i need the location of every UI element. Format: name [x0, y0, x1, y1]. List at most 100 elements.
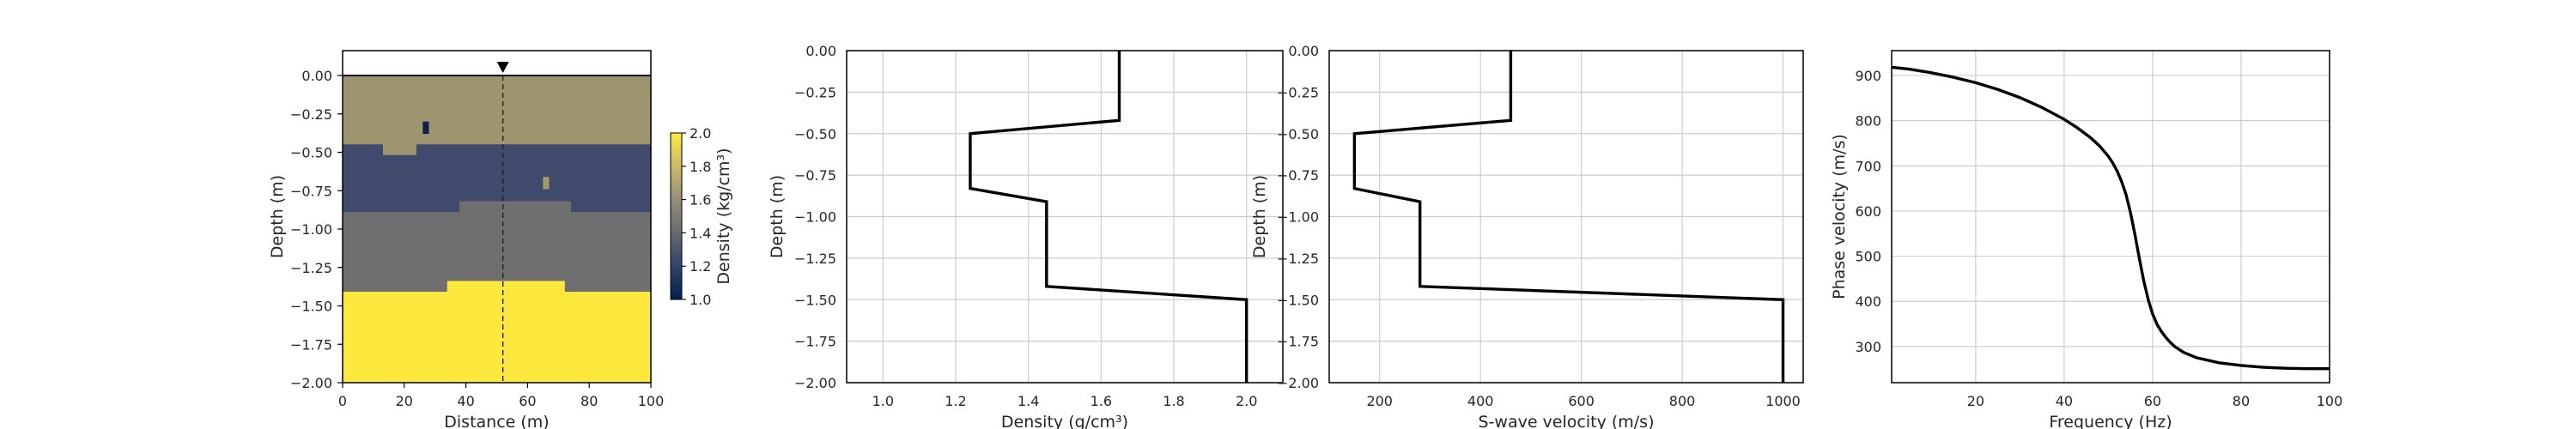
colorbar-gradient	[670, 132, 683, 300]
y-tick-label: −0.50	[1277, 126, 1319, 142]
colorbar-tick-label: 2.0	[690, 125, 711, 142]
y-tick-label: −2.00	[1277, 375, 1319, 391]
y-tick-label: −0.75	[1277, 167, 1319, 184]
colorbar-tick-label: 1.0	[690, 292, 711, 308]
density-profile-y-axis-label: Depth (m)	[768, 175, 787, 258]
colorbar-ticks: 1.0 1.2 1.4 1.6 1.8 2.0	[682, 125, 711, 308]
dispersion-panel: 20 40 60 80 100 300 400 500 600 700 800 900 Freque…	[1830, 50, 2343, 429]
y-tick-label: −1.00	[794, 209, 836, 226]
model-y-axis-label: Depth (m)	[268, 175, 287, 258]
x-tick-label: 200	[1366, 393, 1393, 409]
x-tick-label: 1000	[1765, 393, 1801, 409]
y-tick-label: −1.75	[290, 336, 332, 353]
dispersion-x-axis-label: Frequency (Hz)	[2049, 413, 2172, 429]
y-tick-label: −0.50	[794, 126, 836, 142]
x-tick-label: 1.8	[1163, 393, 1184, 409]
y-tick-label: −2.00	[290, 375, 332, 391]
model-layer-4	[342, 281, 652, 384]
y-tick-label: −1.00	[1277, 209, 1319, 226]
swave-profile-x-axis-label: S-wave velocity (m/s)	[1478, 413, 1654, 429]
y-tick-label: 500	[1855, 249, 1881, 265]
y-tick-label: −2.00	[794, 375, 836, 391]
y-tick-label: −1.50	[794, 292, 836, 308]
swave-profile-y-ticks: 0.00 −0.25 −0.50 −0.75 −1.00 −1.25 −1.50 −1.75 −…	[1277, 43, 1319, 391]
colorbar-tick-label: 1.8	[690, 159, 711, 175]
x-tick-label: 80	[2233, 393, 2250, 409]
x-tick-label: 20	[1967, 393, 1984, 409]
x-tick-label: 1.2	[945, 393, 966, 409]
model-layer-1	[342, 75, 652, 156]
model-inclusions	[422, 121, 550, 190]
density-profile-line	[969, 51, 1249, 383]
x-tick-label: 20	[396, 393, 413, 409]
swave-profile-y-axis-label: Depth (m)	[1250, 175, 1269, 258]
swave-profile-line	[1352, 51, 1785, 383]
x-tick-label: 800	[1669, 393, 1696, 409]
y-tick-label: −0.75	[794, 167, 836, 184]
y-tick-label: 400	[1855, 293, 1881, 310]
x-tick-label: 1.6	[1091, 393, 1112, 409]
model-inclusion	[543, 177, 550, 190]
y-tick-label: −1.00	[290, 221, 332, 238]
colorbar-tick-label: 1.6	[690, 192, 711, 208]
x-tick-label: 1.0	[872, 393, 894, 409]
x-tick-label: 40	[457, 393, 474, 409]
y-tick-label: −0.75	[290, 183, 332, 199]
colorbar: 1.0 1.2 1.4 1.6 1.8 2.0 Density (kg/cm³)	[670, 125, 733, 308]
y-tick-label: −1.75	[1277, 334, 1319, 350]
y-tick-label: 900	[1855, 68, 1881, 84]
y-tick-label: −1.25	[1277, 251, 1319, 267]
y-tick-label: −1.50	[290, 299, 332, 315]
model-layer-3	[342, 201, 652, 293]
y-tick-label: −0.25	[290, 106, 332, 123]
y-tick-label: 300	[1855, 339, 1881, 355]
x-tick-label: 100	[638, 393, 665, 409]
model-x-axis-label: Distance (m)	[444, 413, 549, 429]
model-inclusion	[422, 121, 429, 135]
density-model-panel: 0 20 40 60 80 100 0.00 −0.25 −0.50 −0.75 −1.00 −1.…	[268, 50, 664, 429]
colorbar-tick-label: 1.4	[690, 225, 711, 241]
x-tick-label: 60	[519, 393, 536, 409]
dispersion-y-axis-label: Phase velocity (m/s)	[1830, 134, 1849, 299]
model-x-ticks: 0 20 40 60 80 100	[338, 383, 664, 409]
density-profile-x-axis-label: Density (g/cm³)	[1001, 413, 1128, 429]
density-profile-x-ticks: 1.0 1.2 1.4 1.6 1.8 2.0	[872, 393, 1258, 409]
y-tick-label: −1.25	[794, 251, 836, 267]
dispersion-y-ticks: 300 400 500 600 700 800 900	[1855, 68, 1881, 355]
x-tick-label: 100	[2317, 393, 2343, 409]
x-tick-label: 80	[580, 393, 598, 409]
y-tick-label: −1.50	[1277, 292, 1319, 308]
model-axes-frame	[342, 50, 652, 384]
y-tick-label: −1.75	[794, 334, 836, 350]
y-tick-label: −0.25	[794, 84, 836, 100]
dispersion-grid	[1892, 51, 2330, 383]
x-tick-label: 60	[2144, 393, 2161, 409]
y-tick-label: −0.50	[290, 145, 332, 161]
dispersion-curve-line	[1891, 65, 2330, 371]
y-tick-label: 0.00	[1288, 43, 1319, 59]
y-tick-label: −1.25	[290, 260, 332, 276]
model-y-ticks: 0.00 −0.25 −0.50 −0.75 −1.00 −1.25 −1.50 −1.75 −…	[290, 68, 343, 391]
density-profile-panel: 1.0 1.2 1.4 1.6 1.8 2.0 0.00 −0.25 −0.50 −0.75 −1…	[768, 43, 1284, 429]
y-tick-label: 600	[1855, 203, 1881, 220]
density-profile-axes-frame	[846, 50, 1284, 384]
y-tick-label: 0.00	[805, 43, 836, 59]
swave-profile-grid	[1329, 50, 1803, 384]
swave-profile-axes-frame	[1328, 50, 1804, 384]
x-tick-label: 400	[1467, 393, 1494, 409]
receiver-triangle-icon	[496, 62, 509, 73]
y-tick-label: 700	[1855, 158, 1881, 174]
x-tick-label: 2.0	[1236, 393, 1257, 409]
y-tick-label: 0.00	[301, 68, 332, 84]
y-tick-label: 800	[1855, 113, 1881, 130]
dispersion-x-ticks: 20 40 60 80 100	[1967, 393, 2343, 409]
model-layers	[342, 75, 652, 384]
y-tick-label: −0.25	[1277, 84, 1319, 100]
x-tick-label: 1.4	[1018, 393, 1039, 409]
swave-profile-x-ticks: 200 400 600 800 1000	[1366, 393, 1800, 409]
surface-strip	[343, 51, 651, 76]
density-profile-y-ticks: 0.00 −0.25 −0.50 −0.75 −1.00 −1.25 −1.50 −1.75 −…	[794, 43, 836, 391]
colorbar-label: Density (kg/cm³)	[714, 148, 733, 284]
x-tick-label: 0	[338, 393, 347, 409]
